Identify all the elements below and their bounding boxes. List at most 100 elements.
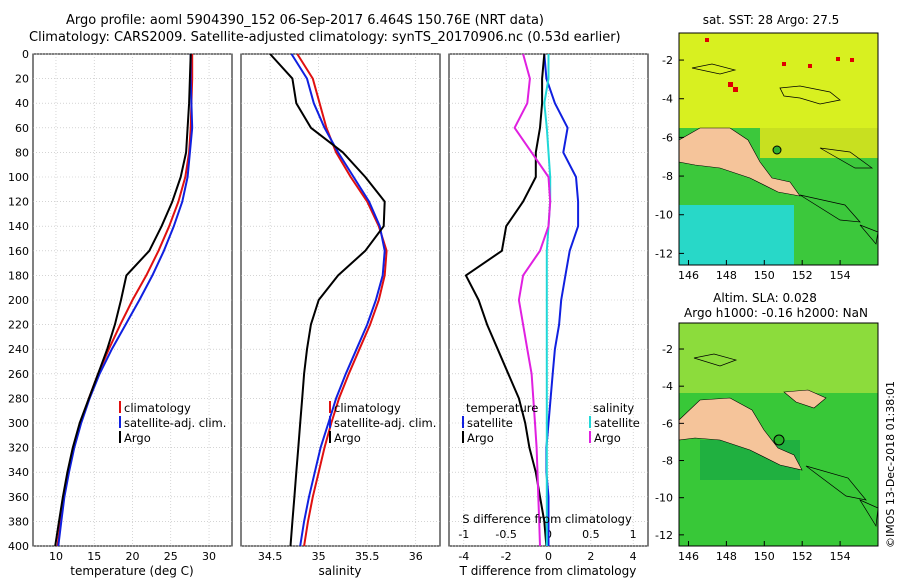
sst-hot-pixel [836,57,840,61]
y-tick-label: 200 [8,294,29,307]
x-tick-label: 15 [87,550,101,563]
map-lat-tick-label: -10 [655,492,673,505]
legend-label-s-argo: Argo [594,431,621,445]
legend-title-temperature: temperature [466,401,538,415]
sst-map [678,32,879,266]
y-tick-label: 60 [15,122,29,135]
sla-high-region [679,323,878,393]
x-tick-label: 35 [312,550,326,563]
grid-layer [33,53,648,547]
temperature-legend: climatology satellite-adj. clim. Argo [119,401,226,445]
sst-map-ticks: -2 -4 -6 -8 -10 -12 146 148 150 152 154 [655,54,851,282]
sla-map-ticks: -2 -4 -6 -8 -10 -12 146 148 150 152 154 [655,343,851,563]
legend-label-satellite: satellite-adj. clim. [334,416,436,430]
y-tick-label: 260 [8,368,29,381]
series-line-temperature-satellite [543,53,580,546]
difference-xlabel: T difference from climatology [459,564,637,578]
x-tick-label: 35.5 [355,550,380,563]
y-tick-label: 220 [8,319,29,332]
x-tick-label: 0 [545,550,552,563]
y-tick-label: 0 [22,48,29,61]
map-lon-tick-label: 146 [678,269,699,282]
map-lat-tick-label: -2 [662,343,673,356]
legend-label-climatology: climatology [334,401,401,415]
x-tick-label: 36 [409,550,423,563]
sst-hot-pixel [705,38,709,42]
legend-label-s-satellite: satellite [594,416,640,430]
difference-legend-salinity: salinity satellite Argo [589,401,640,445]
tick-layer: 0204060801001201401601802002202402602803… [8,48,637,563]
sla-land-islands [693,353,879,528]
map-lon-tick-label: 146 [678,550,699,563]
figure-title-line1: Argo profile: aoml 5904390_152 06-Sep-20… [66,13,544,28]
sst-land-islands [691,63,879,245]
x-tick-label: 0.5 [582,528,600,541]
y-tick-label: 20 [15,73,29,86]
x-tick-label: 4 [630,550,637,563]
y-tick-label: 240 [8,343,29,356]
series-line-argo [269,53,386,547]
sla-map-title-line1: Altim. SLA: 0.028 [713,291,817,305]
sst-hot-pixel [728,82,733,87]
x-tick-label: 25 [164,550,178,563]
legend-label-t-satellite: satellite [467,416,513,430]
series-line-temperature-argo [464,53,548,547]
y-tick-label: 320 [8,442,29,455]
sla-map [678,322,879,547]
map-lon-tick-label: 148 [716,550,737,563]
sla-land-new-britain [783,389,827,409]
legend-label-t-argo: Argo [467,431,494,445]
sla-land-new-guinea [678,397,803,471]
series-line-satellite-adj-clim [57,54,194,547]
series-line-argo [54,53,192,547]
salinity-legend: climatology satellite-adj. clim. Argo [329,401,436,445]
x-tick-label: -0.5 [495,528,516,541]
sst-hot-pixel [733,87,738,92]
s-difference-label: S difference from climatology [462,512,632,526]
map-lat-tick-label: -12 [655,529,673,542]
y-tick-label: 120 [8,196,29,209]
sla-argo-marker [773,434,785,446]
series-line-salinity-satellite [543,54,552,546]
map-lat-tick-label: -4 [662,380,673,393]
map-lat-tick-label: -8 [662,170,673,183]
salinity-xlabel: salinity [318,564,361,578]
sst-hot-pixel [850,58,854,62]
y-tick-label: 80 [15,146,29,159]
map-lon-tick-label: 150 [754,550,775,563]
x-tick-label: 2 [587,550,594,563]
sst-cold-patch [679,205,794,265]
y-tick-label: 360 [8,491,29,504]
legend-title-salinity: salinity [593,401,634,415]
difference-legend-temperature: temperature satellite Argo [462,401,538,445]
figure-title-line2: Climatology: CARS2009. Satellite-adjuste… [29,30,621,45]
map-lat-tick-label: -6 [662,417,673,430]
map-lon-tick-label: 150 [754,269,775,282]
map-lon-tick-label: 152 [792,269,813,282]
legend-label-climatology: climatology [124,401,191,415]
y-tick-label: 100 [8,171,29,184]
sst-map-title: sat. SST: 28 Argo: 27.5 [703,13,840,27]
x-tick-label: 10 [49,550,63,563]
sst-argo-marker [772,145,782,155]
sst-hot-pixel [782,62,786,66]
map-lat-tick-label: -12 [655,247,673,260]
legend-label-satellite: satellite-adj. clim. [124,416,226,430]
sst-map-frame [678,32,879,266]
y-tick-label: 180 [8,269,29,282]
y-tick-label: 340 [8,466,29,479]
map-lon-tick-label: 152 [792,550,813,563]
sst-land-new-britain [779,85,841,105]
series-layer [54,53,580,547]
x-tick-label: 34.5 [258,550,283,563]
y-tick-label: 300 [8,417,29,430]
x-tick-label: 30 [202,550,216,563]
sst-hot-pixel [808,64,812,68]
x-tick-label: -1 [458,528,469,541]
map-lat-tick-label: -10 [655,209,673,222]
temperature-xlabel: temperature (deg C) [70,564,193,578]
y-tick-label: 380 [8,515,29,528]
sst-land-new-guinea [678,127,801,197]
y-tick-label: 40 [15,97,29,110]
